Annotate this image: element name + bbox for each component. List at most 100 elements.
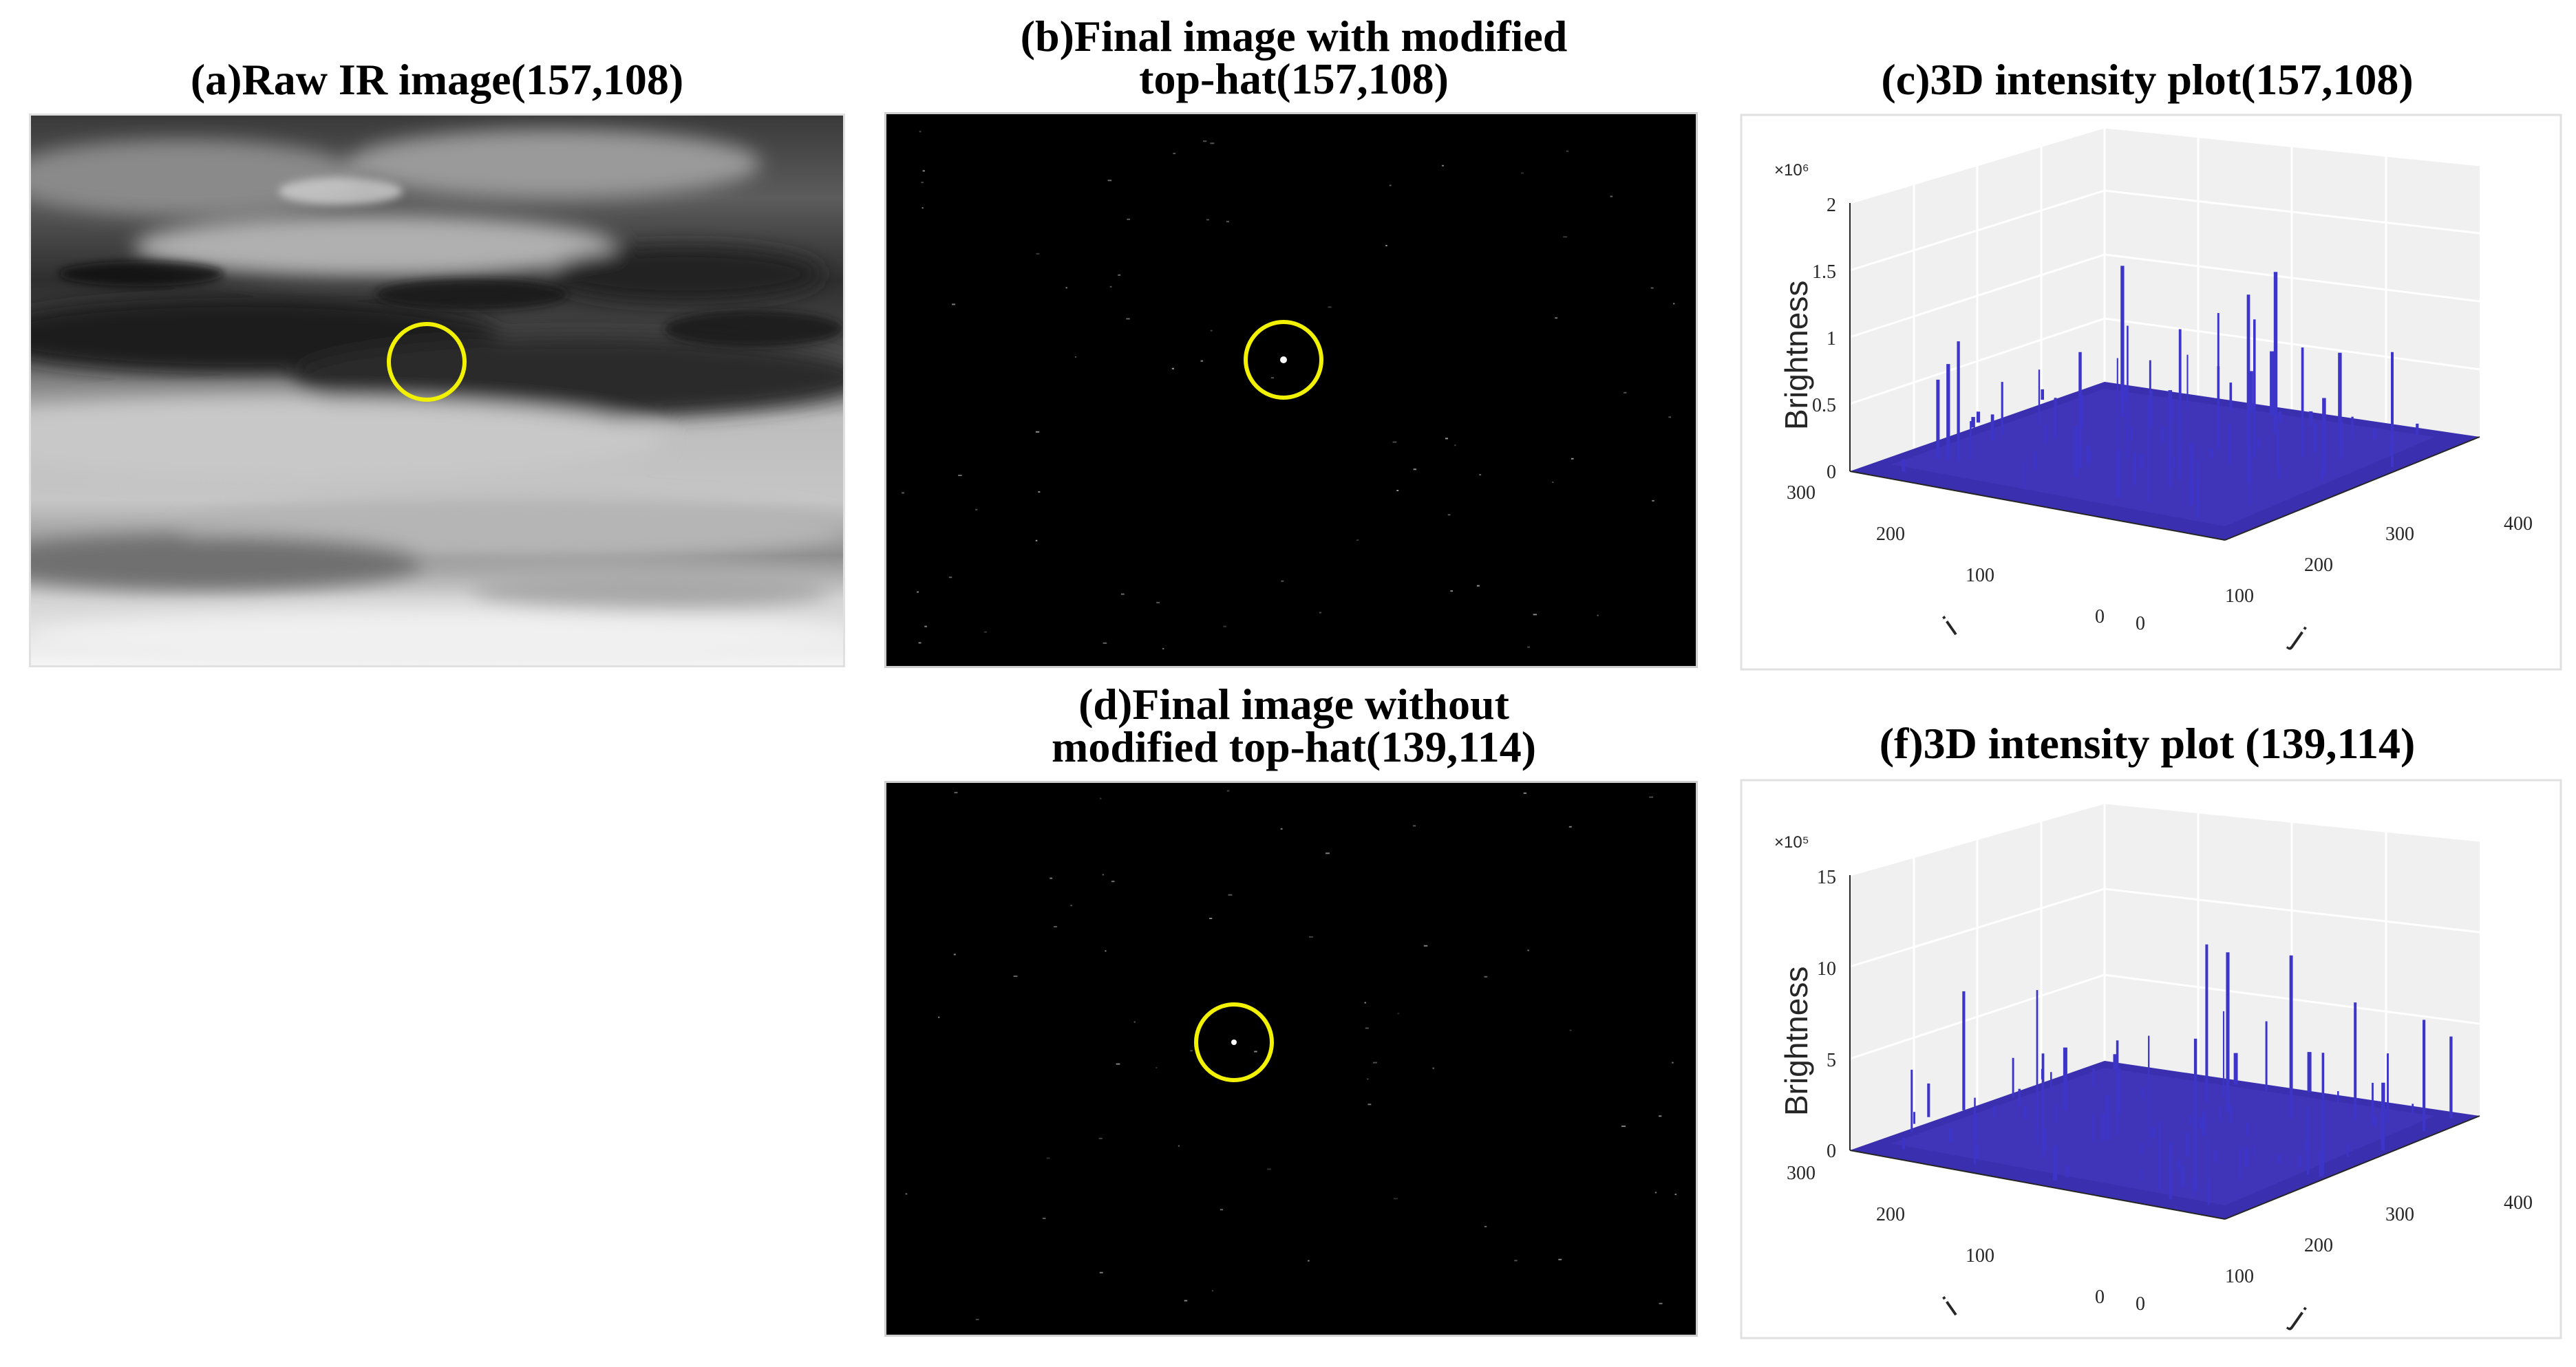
noise-dot [1624, 391, 1627, 394]
noise-dot [1156, 1067, 1158, 1068]
noise-dot [1552, 482, 1554, 483]
noise-dot [952, 303, 956, 305]
noise-dot [1442, 164, 1444, 166]
noise-dot [953, 954, 956, 956]
i-tick: 100 [1966, 565, 1994, 586]
j-tick: 300 [2385, 1204, 2414, 1225]
noise-dot [1412, 825, 1416, 827]
noise-dot [1105, 950, 1107, 952]
z-tick: 2 [1827, 195, 1836, 216]
i-tick: 200 [1876, 524, 1905, 545]
noise-dot [1035, 539, 1038, 541]
panel-b-caption: (b)Final image with modified top-hat(157… [888, 12, 1700, 103]
noise-dot [1162, 647, 1164, 649]
noise-dot [1392, 441, 1397, 443]
z-tick: 1 [1827, 328, 1836, 349]
noise-dot [1171, 367, 1174, 369]
noise-dot [1394, 1198, 1398, 1200]
target-circle [1244, 320, 1323, 400]
panel-d-caption-line1: (d)Final image without [1078, 680, 1509, 729]
noise-dot [1046, 1157, 1050, 1159]
noise-dot [954, 792, 958, 794]
noise-dot [1226, 790, 1230, 792]
noise-dot [1116, 1063, 1120, 1065]
i-tick: 300 [1787, 482, 1816, 504]
intensity-spikes [1902, 266, 2419, 518]
noise-dot [1397, 1013, 1400, 1015]
noise-dot [1533, 614, 1537, 616]
noise-dot [1563, 236, 1568, 238]
noise-dot [1673, 303, 1675, 305]
panel-b-caption-line1: (b)Final image with modified [1020, 12, 1568, 61]
noise-dot [919, 131, 922, 133]
noise-dot [1065, 287, 1067, 289]
noise-dot [1254, 1051, 1257, 1053]
noise-dot [1202, 140, 1207, 142]
noise-dot [1036, 252, 1040, 255]
noise-dot [1568, 826, 1572, 828]
noise-dot [1454, 444, 1456, 446]
noise-dot [1364, 1002, 1366, 1004]
noise-dot [1566, 150, 1569, 152]
j-tick: 200 [2304, 1235, 2333, 1256]
intensity-plot-c: 0 0.5 1 1.5 2 ×10⁶ Brightness 300 200 10… [1740, 114, 2562, 671]
noise-dot [1650, 287, 1654, 289]
i-tick: 0 [2095, 606, 2105, 627]
noise-dot [1373, 1062, 1377, 1064]
z-axis-label: Brightness [1778, 967, 1814, 1116]
noise-dot [917, 591, 919, 593]
z-tick: 1.5 [1812, 261, 1836, 283]
noise-dot [1050, 877, 1053, 879]
noise-dot [1210, 142, 1215, 144]
noise-dot [1367, 1078, 1369, 1080]
panel-d-caption: (d)Final image without modified top-hat(… [888, 680, 1700, 769]
noise-dot [1173, 153, 1176, 155]
noise-dot [1413, 469, 1416, 471]
final-image-b-svg [886, 114, 1696, 666]
noise-dot [1569, 1029, 1572, 1031]
z-tick: 0 [1827, 1141, 1836, 1162]
noise-dot [1098, 1137, 1103, 1139]
noise-dots [902, 131, 1675, 649]
noise-dot [1571, 458, 1574, 460]
panel-b-caption-line2: top-hat(157,108) [1139, 54, 1449, 103]
noise-dot [1389, 184, 1392, 186]
noise-dot [1659, 1115, 1662, 1117]
raw-ir-image [29, 114, 845, 667]
noise-dot [975, 1318, 979, 1320]
noise-dot [1178, 1145, 1180, 1147]
noise-dot [1099, 797, 1102, 799]
intensity-spikes [1902, 944, 2453, 1205]
noise-dot [948, 577, 952, 579]
z-exponent: ×10⁵ [1774, 833, 1809, 852]
noise-dot [1396, 490, 1399, 491]
noise-dot [918, 642, 922, 644]
target-dot [1231, 1040, 1237, 1045]
noise-dot [924, 625, 927, 627]
noise-dot [1107, 180, 1112, 182]
i-tick: 100 [1966, 1245, 1994, 1267]
noise-dot [1308, 936, 1313, 938]
noise-dot [1479, 474, 1482, 476]
j-tick: 100 [2225, 585, 2254, 607]
noise-dot [1610, 195, 1613, 197]
noise-dot [1070, 905, 1072, 907]
noise-dot [1223, 625, 1226, 627]
final-image-d-svg [886, 783, 1696, 1335]
noise-dot [1659, 1302, 1663, 1304]
final-image-modified-tophat [884, 112, 1698, 668]
raw-ir-image-svg [31, 116, 843, 665]
panel-f-caption: (f)3D intensity plot (139,114) [1879, 719, 2416, 768]
noise-dot [1200, 360, 1204, 362]
noise-dot [1042, 1218, 1046, 1219]
noise-dot [1109, 286, 1112, 288]
noise-dot [1432, 1067, 1434, 1069]
noise-dot [1308, 1260, 1310, 1262]
noise-dot [1484, 1225, 1487, 1227]
noise-dot [1621, 1126, 1626, 1128]
noise-dot [1281, 580, 1284, 582]
noise-dot [902, 492, 904, 494]
noise-dot [1652, 499, 1654, 502]
noise-dot [1133, 1021, 1136, 1023]
noise-dot [1558, 1258, 1562, 1260]
